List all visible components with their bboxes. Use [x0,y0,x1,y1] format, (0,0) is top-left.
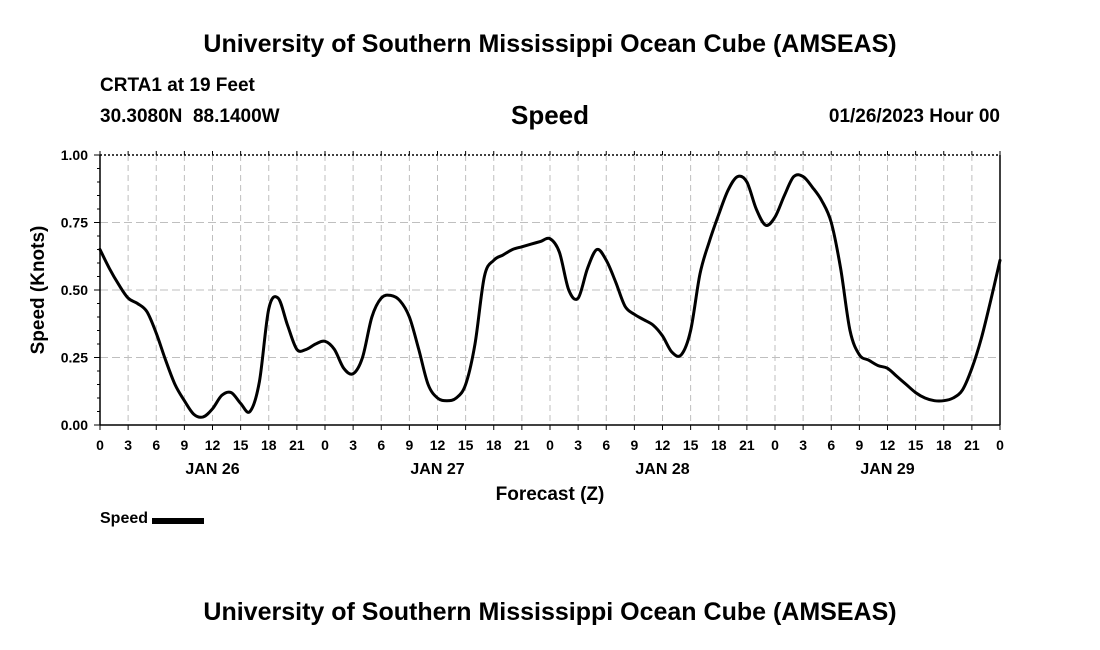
x-tick-label: 9 [630,437,638,453]
x-tick-label: 6 [827,437,835,453]
legend: Speed [100,510,205,528]
x-tick-label: 12 [655,437,671,453]
x-tick-label: 0 [996,437,1004,453]
x-tick-label: 18 [711,437,727,453]
forecast-datetime: 01/26/2023 Hour 00 [828,106,1000,127]
parameter-title: Speed [510,100,590,130]
x-tick-label: 9 [405,437,413,453]
series-line-speed [98,173,1002,419]
day-label: JAN 26 [185,461,239,478]
x-tick-label: 12 [880,437,896,453]
x-tick-label: 18 [486,437,502,453]
station-coordinates: 30.3080N 88.1400W [100,106,280,127]
y-tick-label: 0.50 [61,282,88,298]
x-tick-label: 6 [377,437,385,453]
y-tick-label: 0.25 [61,350,88,366]
page-title: University of Southern Mississippi Ocean… [203,30,897,58]
legend-label: Speed [100,510,149,527]
x-tick-label: 0 [771,437,779,453]
y-tick-label: 0.00 [61,417,88,433]
y-axis-title: Speed (Knots) [28,226,49,355]
x-tick-label: 0 [96,437,104,453]
day-label: JAN 29 [860,461,914,478]
x-tick-label: 6 [602,437,610,453]
x-tick-label: 12 [430,437,446,453]
station-name: CRTA1 at 19 Feet [100,75,255,96]
x-tick-label: 18 [261,437,277,453]
x-tick-label: 12 [205,437,221,453]
x-tick-label: 6 [152,437,160,453]
x-tick-label: 0 [546,437,554,453]
x-tick-label: 21 [739,437,755,453]
x-tick-label: 15 [683,437,699,453]
series-layer [98,173,1002,419]
tick-labels: 0 3 6 9 12 15 18 21 0 3 6 9 12 15 18 21 0 3 6 9 12 15 18 21 0 3 6 9… [28,147,1004,505]
footer-title: University of Southern Mississippi Ocean… [203,598,897,626]
x-tick-label: 9 [855,437,863,453]
x-tick-label: 15 [908,437,924,453]
axes [94,151,1001,430]
legend-swatch [152,518,205,524]
y-tick-label: 1.00 [61,147,88,163]
x-tick-label: 3 [124,437,132,453]
x-axis-title: Forecast (Z) [496,484,605,505]
x-tick-label: 3 [574,437,582,453]
x-tick-label: 21 [964,437,980,453]
day-label: JAN 27 [410,461,464,478]
x-tick-label: 18 [936,437,952,453]
grid [100,155,1000,425]
y-tick-label: 0.75 [61,215,88,231]
x-tick-label: 3 [349,437,357,453]
day-label: JAN 28 [635,461,689,478]
x-tick-label: 15 [233,437,249,453]
x-tick-label: 9 [180,437,188,453]
x-tick-label: 3 [799,437,807,453]
x-tick-label: 21 [514,437,530,453]
x-tick-label: 21 [289,437,305,453]
x-tick-label: 0 [321,437,329,453]
x-tick-label: 15 [458,437,474,453]
